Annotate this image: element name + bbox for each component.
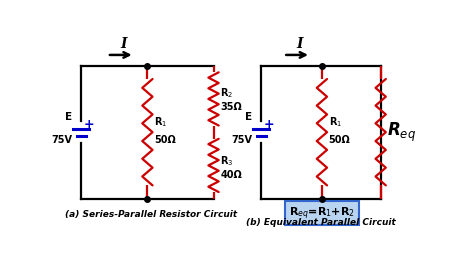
Text: 35Ω: 35Ω (220, 102, 242, 112)
Text: R$_{eq}$: R$_{eq}$ (387, 121, 416, 144)
Text: R$_1$: R$_1$ (328, 116, 342, 129)
Text: +: + (83, 118, 94, 131)
Text: 40Ω: 40Ω (220, 170, 242, 180)
Text: R$_2$: R$_2$ (220, 86, 233, 100)
Text: R$_3$: R$_3$ (220, 155, 234, 168)
Text: R$_{eq}$=R$_1$+R$_2$: R$_{eq}$=R$_1$+R$_2$ (289, 205, 355, 221)
Text: E: E (245, 112, 252, 121)
Text: 75V: 75V (51, 135, 72, 145)
Text: E: E (65, 112, 72, 121)
Text: I: I (297, 37, 303, 51)
Text: (a) Series-Parallel Resistor Circuit: (a) Series-Parallel Resistor Circuit (65, 210, 237, 219)
Text: I: I (120, 37, 127, 51)
Text: 75V: 75V (231, 135, 252, 145)
Text: 50Ω: 50Ω (328, 135, 350, 145)
Text: R$_1$: R$_1$ (154, 116, 167, 129)
Text: +: + (263, 118, 274, 131)
Text: (b) Equivalent Parallel Circuit: (b) Equivalent Parallel Circuit (246, 218, 396, 227)
Text: 50Ω: 50Ω (154, 135, 176, 145)
